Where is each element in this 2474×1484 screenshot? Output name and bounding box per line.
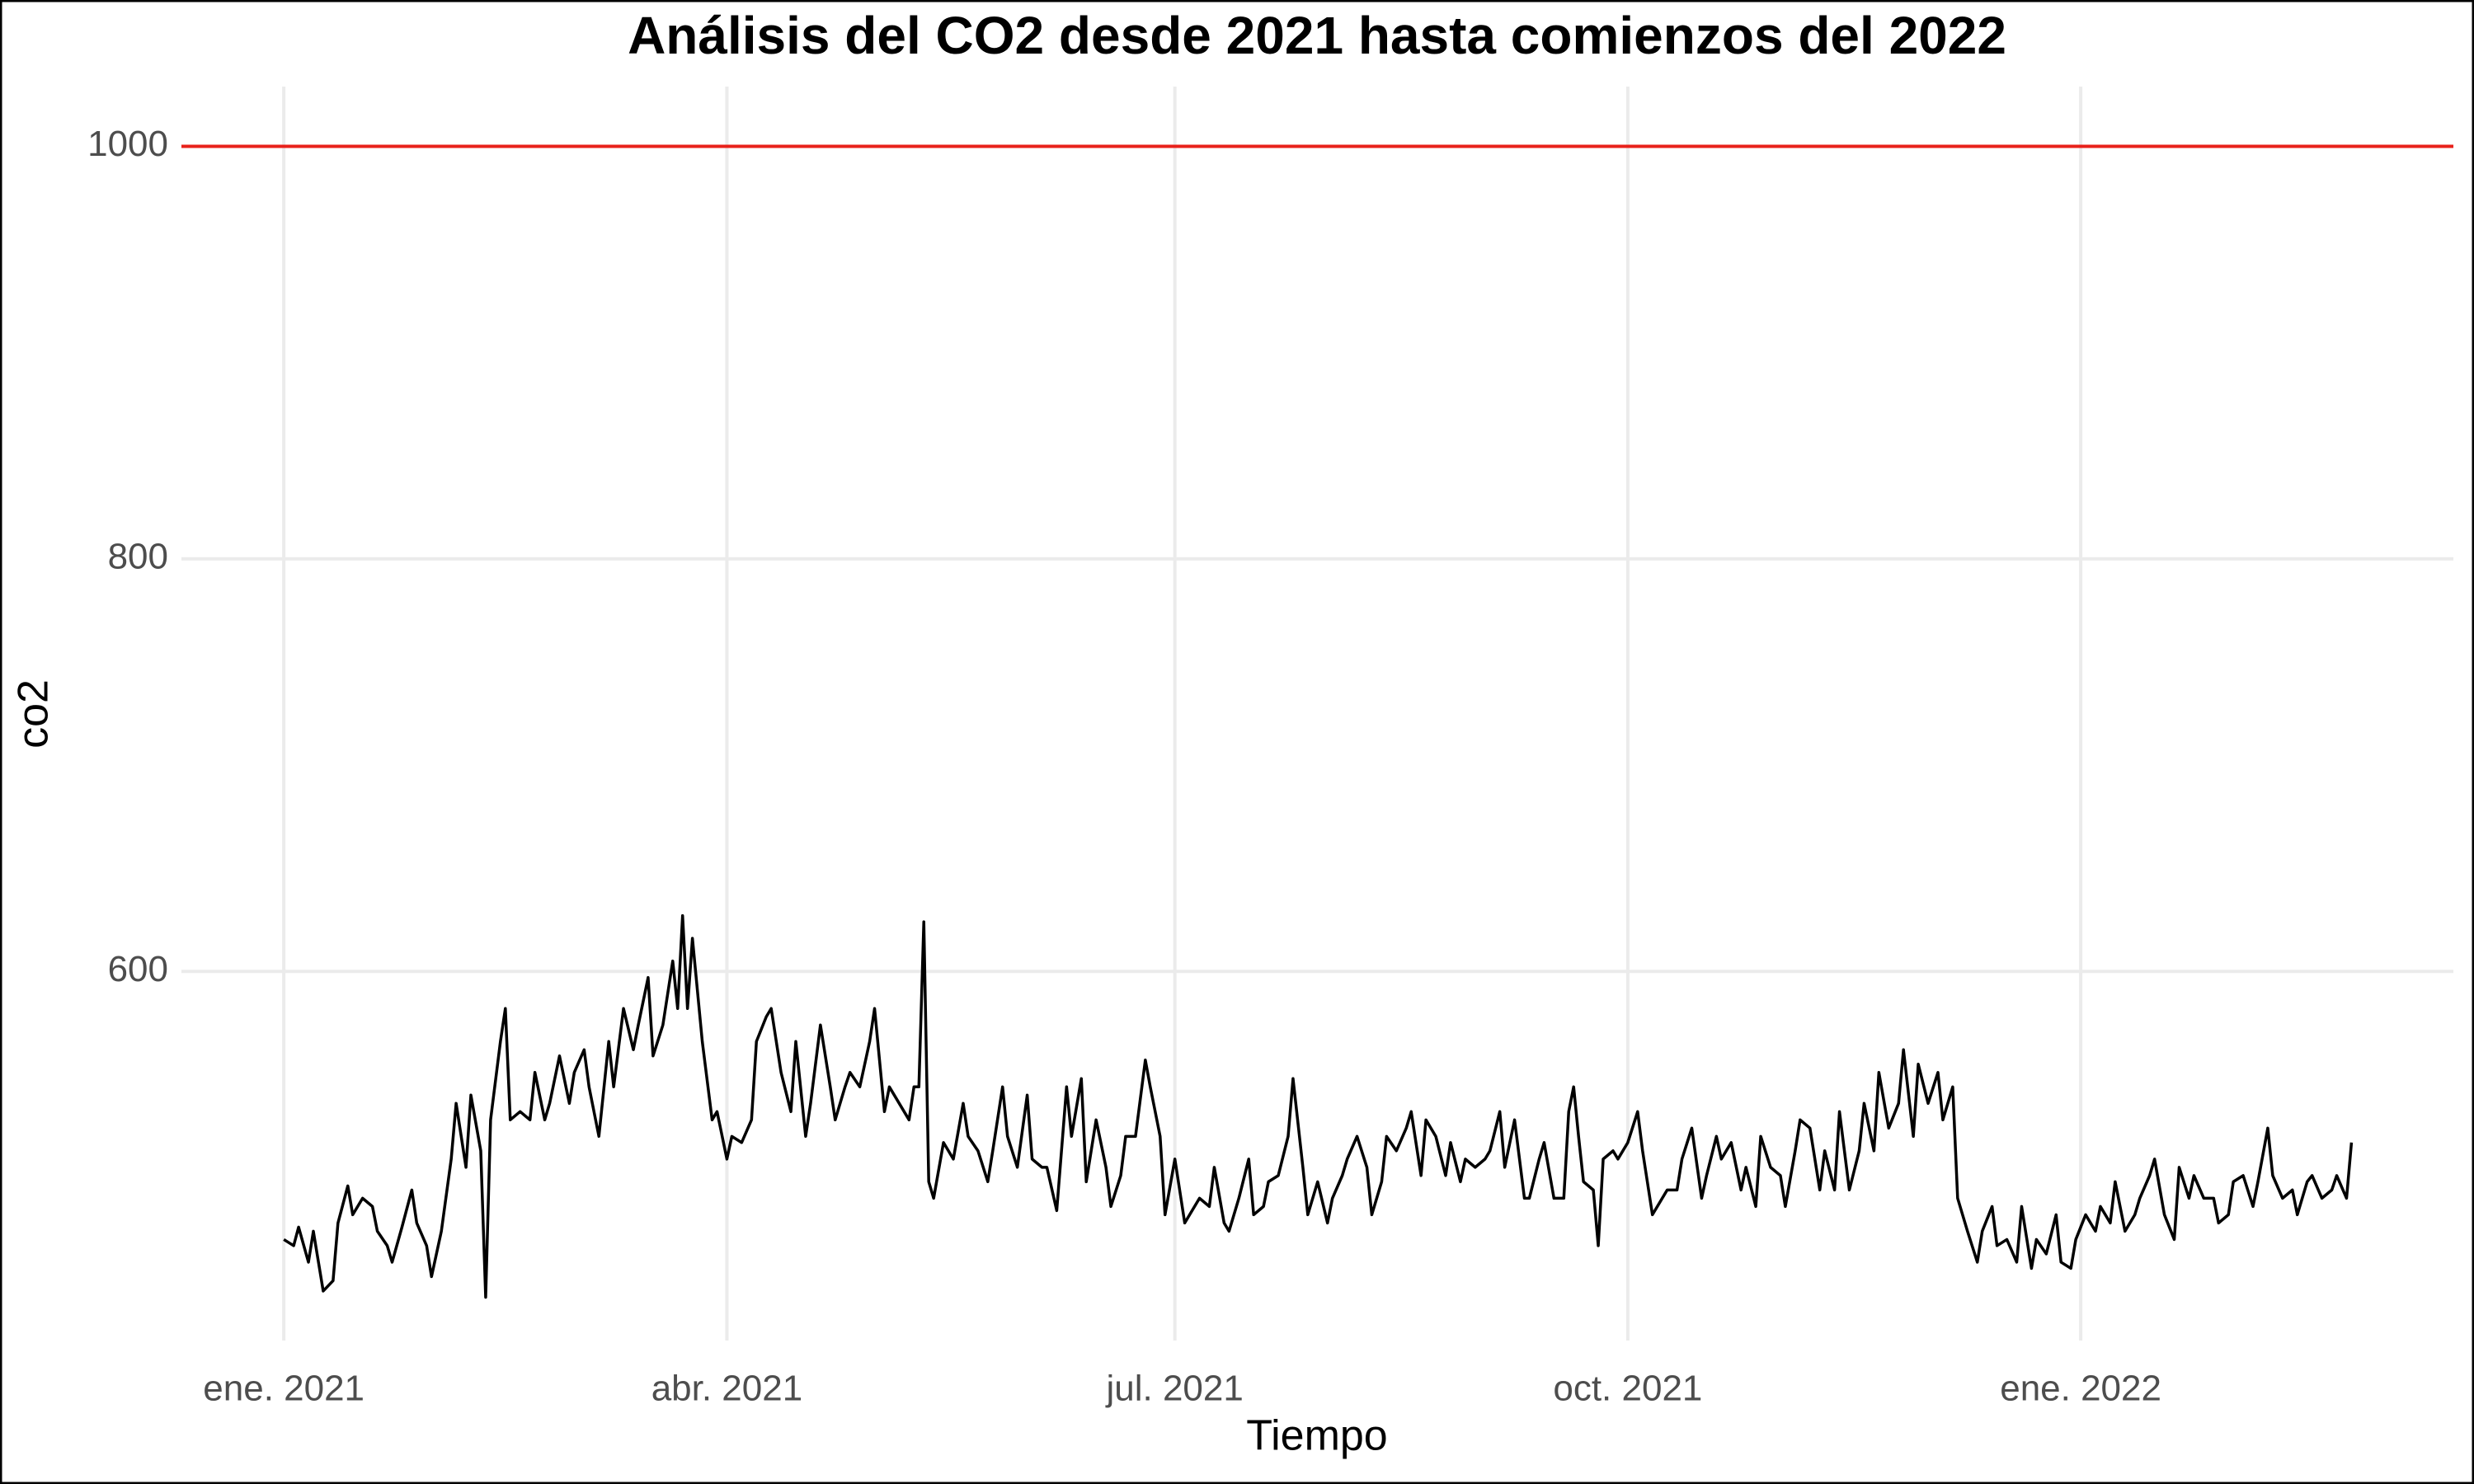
y-tick-label: 800	[108, 537, 168, 577]
chart-title: Análisis del CO2 desde 2021 hasta comien…	[628, 6, 2006, 65]
data-line	[283, 913, 2354, 1299]
x-tick-label: oct. 2021	[1553, 1369, 1702, 1409]
grid: 600 800 1000 ene. 2021 abr. 2021 jul. 2021 oct…	[87, 87, 2453, 1409]
y-tick-label: 600	[108, 949, 168, 989]
x-tick-label: ene. 2021	[203, 1369, 365, 1409]
plot	[181, 144, 2453, 1299]
y-axis-label: co2	[10, 679, 58, 749]
x-axis-label: Tiempo	[1246, 1412, 1387, 1460]
y-tick-label: 1000	[87, 124, 168, 164]
x-tick-label: jul. 2021	[1104, 1369, 1243, 1409]
x-tick-label: abr. 2021	[651, 1369, 803, 1409]
x-tick-label: ene. 2022	[2000, 1369, 2161, 1409]
